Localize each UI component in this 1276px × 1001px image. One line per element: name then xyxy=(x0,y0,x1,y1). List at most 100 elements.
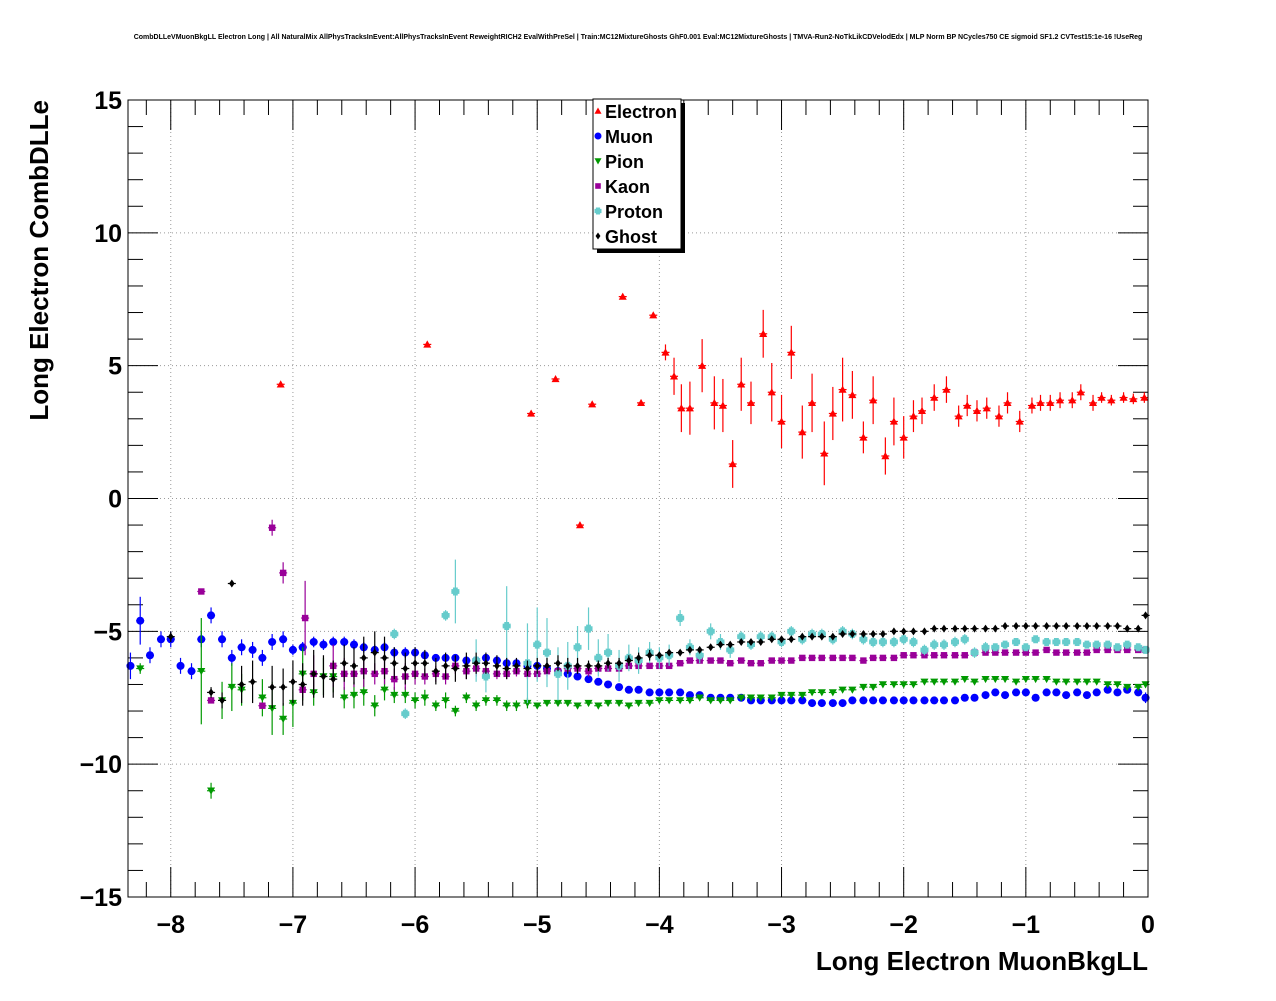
x-tick-label: 0 xyxy=(1141,911,1155,939)
ghost-point xyxy=(931,624,938,633)
ghost-point xyxy=(626,656,632,665)
ghost-point xyxy=(503,664,510,673)
ghost-point xyxy=(849,629,856,638)
electron-point xyxy=(954,412,963,420)
ghost-point xyxy=(687,645,693,654)
pion-point xyxy=(390,691,399,700)
ghost-point xyxy=(738,637,745,646)
electron-point xyxy=(972,406,981,415)
kaon-point xyxy=(961,652,968,659)
ghost-point xyxy=(238,680,245,689)
proton-point xyxy=(1073,637,1082,646)
proton-point xyxy=(787,627,796,636)
muon-point xyxy=(777,696,786,705)
proton-point xyxy=(1113,643,1122,652)
ghost-point xyxy=(1043,622,1050,631)
proton-point xyxy=(573,643,582,652)
pion-point xyxy=(370,702,379,710)
proton-point xyxy=(889,637,898,646)
proton-point xyxy=(502,622,511,631)
electron-point xyxy=(718,401,727,409)
electron-point xyxy=(1015,417,1024,425)
legend-label-kaon: Kaon xyxy=(605,177,650,197)
electron-point xyxy=(889,417,898,425)
proton-point xyxy=(533,640,542,649)
pion-point xyxy=(1123,683,1132,692)
ghost-point xyxy=(483,659,489,668)
electron-point xyxy=(737,380,746,388)
proton-point xyxy=(695,651,704,660)
ghost-point xyxy=(1135,624,1142,633)
pion-point xyxy=(859,683,868,692)
y-tick-label: 10 xyxy=(94,220,122,248)
proton-point xyxy=(676,614,685,623)
muon-point xyxy=(1031,693,1040,702)
legend-label-electron: Electron xyxy=(605,102,677,122)
electron-point xyxy=(637,398,646,407)
pion-point xyxy=(1062,678,1071,686)
ghost-point xyxy=(778,635,785,644)
ghost-point xyxy=(585,661,592,670)
electron-point xyxy=(1129,394,1138,403)
ghost-point xyxy=(1124,624,1131,633)
muon-point xyxy=(145,651,154,660)
legend-marker-ghost xyxy=(595,232,601,240)
pion-point xyxy=(970,678,979,686)
muon-point xyxy=(136,616,145,625)
pion-point xyxy=(726,697,735,705)
muon-point xyxy=(838,699,847,708)
kaon-point xyxy=(1073,649,1081,656)
kaon-point xyxy=(879,654,887,662)
kaon-point xyxy=(900,652,907,659)
ghost-point xyxy=(1093,622,1100,631)
pion-point xyxy=(777,691,786,700)
muon-point xyxy=(950,696,959,705)
electron-point xyxy=(909,412,918,420)
ghost-point xyxy=(555,659,561,668)
electron-point xyxy=(1027,401,1036,409)
kaon-point xyxy=(992,649,999,656)
pion-point xyxy=(1134,683,1143,692)
ghost-point xyxy=(646,651,653,660)
muon-point xyxy=(279,635,288,644)
legend-label-muon: Muon xyxy=(605,127,653,147)
proton-point xyxy=(1082,640,1091,649)
pion-point xyxy=(950,678,959,686)
pion-point xyxy=(960,675,969,684)
kaon-point xyxy=(890,654,898,662)
electron-point xyxy=(1003,398,1012,407)
ghost-point xyxy=(310,669,317,678)
ghost-point xyxy=(1114,622,1121,631)
kaon-point xyxy=(940,652,948,659)
y-tick-label: −5 xyxy=(93,618,122,646)
electron-point xyxy=(930,393,939,401)
ghost-point xyxy=(992,624,999,633)
pion-point xyxy=(1052,678,1061,686)
x-tick-label: −2 xyxy=(889,911,918,939)
proton-point xyxy=(1103,640,1112,649)
muon-point xyxy=(187,667,196,676)
muon-point xyxy=(1082,691,1091,700)
pion-point xyxy=(1001,675,1010,684)
ghost-point xyxy=(921,627,928,636)
proton-point xyxy=(726,645,735,654)
electron-point xyxy=(838,385,847,393)
pion-point xyxy=(533,702,542,710)
kaon-point xyxy=(860,657,867,664)
ghost-point xyxy=(707,643,714,652)
pion-point xyxy=(1092,678,1101,686)
ghost-point xyxy=(1084,622,1090,631)
kaon-point xyxy=(1053,649,1060,656)
proton-point xyxy=(441,611,450,620)
electron-point xyxy=(1089,398,1098,407)
electron-point xyxy=(1046,398,1055,407)
proton-point xyxy=(970,648,979,657)
legend-label-pion: Pion xyxy=(605,152,644,172)
pion-point xyxy=(451,707,460,716)
legend-box xyxy=(592,98,682,250)
proton-point xyxy=(706,627,715,636)
muon-point xyxy=(940,696,948,705)
kaon-point xyxy=(1022,649,1030,656)
electron-point xyxy=(670,372,679,380)
ghost-point xyxy=(494,661,500,670)
